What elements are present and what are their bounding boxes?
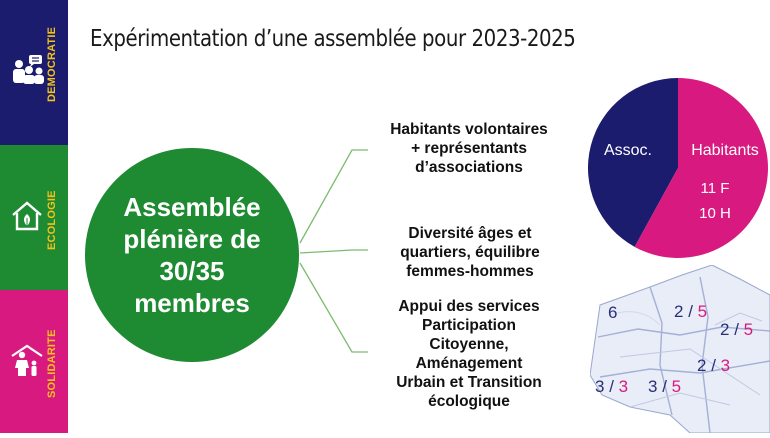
district-east-west-count: 6 <box>608 303 617 323</box>
district-southwest-count: 3 / 3 <box>595 377 628 397</box>
district-value: 6 <box>608 303 618 322</box>
pie-label-assoc: Assoc. <box>604 142 652 159</box>
pie-slice-assoc <box>588 78 678 247</box>
district-east-count: 2 / 5 <box>720 320 753 340</box>
sidebar: DEMOCRATIE ECOLOGIE SOLIDARITE <box>0 0 68 433</box>
district-south-count: 3 / 5 <box>648 377 681 397</box>
composition-pie-chart: Assoc. Habitants 11 F 10 H <box>588 78 768 258</box>
district-target: 3 <box>618 377 629 396</box>
district-separator: / <box>729 320 744 339</box>
district-map: 6 2 / 5 2 / 5 2 / 3 3 / 3 3 / 5 <box>589 264 770 434</box>
district-target: 5 <box>697 302 708 321</box>
solidarite-band: SOLIDARITE <box>0 290 68 433</box>
district-target: 5 <box>671 377 682 396</box>
district-separator: / <box>706 356 721 375</box>
assembly-label: Assemblée plénière de 30/35 membres <box>123 192 261 318</box>
district-value: 3 <box>595 377 605 396</box>
pie-slice-habitants <box>634 78 768 258</box>
pie-label-men: 10 H <box>699 205 731 222</box>
bullet-support: Appui des services Participation Citoyen… <box>396 298 542 410</box>
bullet-diversity: Diversité âges et quartiers, équilibre f… <box>400 225 540 280</box>
district-separator: / <box>657 377 672 396</box>
district-center-count: 2 / 3 <box>697 356 730 376</box>
district-target: 3 <box>720 356 731 375</box>
district-value: 3 <box>648 377 658 396</box>
district-map-outline <box>589 264 770 434</box>
ecologie-band: ECOLOGIE <box>0 145 68 290</box>
district-value: 2 <box>697 356 707 375</box>
eco-house-icon <box>12 201 42 231</box>
pie-label-habitants: Habitants <box>691 142 759 159</box>
district-north-count: 2 / 5 <box>674 302 707 322</box>
district-separator: / <box>683 302 698 321</box>
pie-label-women: 11 F <box>701 180 730 197</box>
district-value: 2 <box>720 320 730 339</box>
assembly-circle: Assemblée plénière de 30/35 membres <box>85 148 299 362</box>
people-meeting-icon <box>13 55 44 84</box>
family-shelter-icon <box>11 344 43 376</box>
slide-title: Expérimentation d’une assemblée pour 202… <box>90 26 576 52</box>
bullet-volunteers: Habitants volontaires + représentants d’… <box>390 121 548 176</box>
district-value: 2 <box>674 302 684 321</box>
district-separator: / <box>604 377 619 396</box>
district-target: 5 <box>743 320 754 339</box>
democratie-band: DEMOCRATIE <box>0 0 68 145</box>
